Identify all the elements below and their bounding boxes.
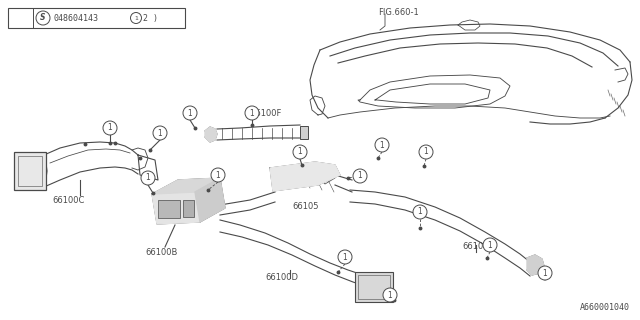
Text: 66105: 66105 xyxy=(292,202,319,211)
Bar xyxy=(355,272,393,302)
Text: FIG.660-1: FIG.660-1 xyxy=(378,8,419,17)
Text: 1: 1 xyxy=(418,207,422,217)
Circle shape xyxy=(141,171,155,185)
Circle shape xyxy=(153,126,167,140)
Circle shape xyxy=(419,145,433,159)
Text: 1: 1 xyxy=(20,13,24,22)
Text: 2 ): 2 ) xyxy=(143,14,158,23)
Text: 66100B: 66100B xyxy=(145,248,177,257)
Circle shape xyxy=(183,106,197,120)
Text: 1: 1 xyxy=(488,241,492,250)
Text: 1: 1 xyxy=(188,108,193,117)
Polygon shape xyxy=(152,192,200,224)
Circle shape xyxy=(36,11,50,25)
Text: 1: 1 xyxy=(298,148,302,156)
Bar xyxy=(18,156,42,186)
Circle shape xyxy=(413,205,427,219)
Circle shape xyxy=(103,121,117,135)
Text: 1: 1 xyxy=(358,172,362,180)
Circle shape xyxy=(383,288,397,302)
Text: 1: 1 xyxy=(134,16,138,21)
Bar xyxy=(8,8,185,28)
Text: 1: 1 xyxy=(157,129,163,138)
Circle shape xyxy=(483,238,497,252)
Text: 1: 1 xyxy=(380,140,385,149)
Polygon shape xyxy=(152,178,220,194)
Text: 1: 1 xyxy=(250,108,254,117)
Text: 66100D: 66100D xyxy=(265,274,298,283)
Bar xyxy=(14,152,46,190)
Polygon shape xyxy=(270,162,340,191)
Bar xyxy=(183,200,194,217)
Polygon shape xyxy=(527,255,544,275)
Circle shape xyxy=(211,168,225,182)
Circle shape xyxy=(15,11,29,25)
Text: 1: 1 xyxy=(543,268,547,277)
Circle shape xyxy=(538,266,552,280)
Bar xyxy=(300,126,308,139)
Text: 1: 1 xyxy=(216,171,220,180)
Circle shape xyxy=(375,138,389,152)
Text: 1: 1 xyxy=(108,124,113,132)
Text: 1: 1 xyxy=(388,291,392,300)
Text: 048604143: 048604143 xyxy=(53,14,98,23)
Text: A660001040: A660001040 xyxy=(580,303,630,312)
Text: 1: 1 xyxy=(342,252,348,261)
Circle shape xyxy=(131,12,141,23)
Polygon shape xyxy=(195,178,225,222)
Text: 1: 1 xyxy=(146,173,150,182)
Text: S: S xyxy=(40,13,45,22)
Polygon shape xyxy=(205,127,217,142)
Circle shape xyxy=(245,106,259,120)
Text: 66100C: 66100C xyxy=(52,196,84,205)
Text: 1: 1 xyxy=(424,148,428,156)
Circle shape xyxy=(338,250,352,264)
Circle shape xyxy=(293,145,307,159)
Bar xyxy=(158,200,180,218)
Text: 66100F: 66100F xyxy=(250,109,282,118)
Bar xyxy=(358,275,390,299)
Circle shape xyxy=(353,169,367,183)
Text: 66100G: 66100G xyxy=(462,242,495,251)
